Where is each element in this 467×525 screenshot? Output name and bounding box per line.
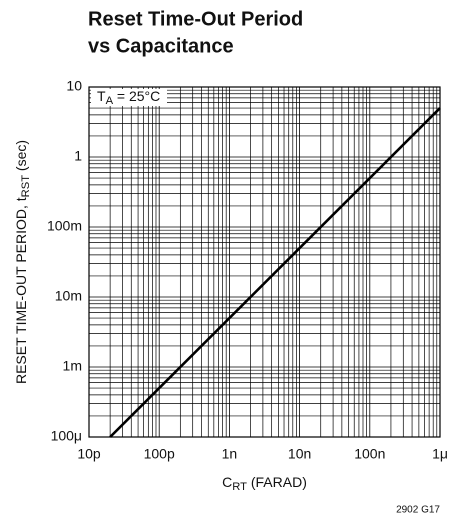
annotation: TA = 25°C xyxy=(97,88,160,107)
x-tick-label: 10p xyxy=(77,446,101,462)
plot-frame xyxy=(88,86,441,438)
x-axis-label: CRT (FARAD) xyxy=(222,474,307,493)
data-line xyxy=(109,107,441,438)
footnote: 2902 G17 xyxy=(396,505,440,516)
y-axis-label: RESET TIME-OUT PERIOD, tRST (sec) xyxy=(13,140,32,384)
y-tick-label: 100μ xyxy=(51,428,82,444)
y-axis-label-suffix: (sec) xyxy=(13,140,29,175)
chart-title: Reset Time-Out Period xyxy=(88,8,303,30)
x-axis-label-text: C xyxy=(222,474,232,490)
annotation-subscript: A xyxy=(106,95,114,107)
x-tick-label: 1n xyxy=(222,446,238,462)
annotation-suffix: = 25°C xyxy=(113,88,160,104)
x-tick-label: 100n xyxy=(354,446,385,462)
x-axis-label-suffix: (FARAD) xyxy=(247,474,307,490)
y-axis-label-text: RESET TIME-OUT PERIOD, t xyxy=(13,197,29,384)
annotation-box xyxy=(91,89,167,106)
x-tick-label: 1μ xyxy=(432,446,448,462)
x-axis-label-subscript: RT xyxy=(232,481,247,493)
y-tick-label: 1 xyxy=(74,148,82,164)
annotation-text: T xyxy=(97,88,106,104)
x-tick-label: 10n xyxy=(288,446,311,462)
y-tick-label: 1m xyxy=(63,358,82,374)
chart-title: vs Capacitance xyxy=(88,35,234,57)
y-axis-label-subscript: RST xyxy=(20,175,32,198)
y-tick-label: 100m xyxy=(47,218,82,234)
y-tick-label: 10 xyxy=(66,78,82,94)
x-tick-label: 100p xyxy=(144,446,175,462)
y-tick-label: 10m xyxy=(55,288,82,304)
